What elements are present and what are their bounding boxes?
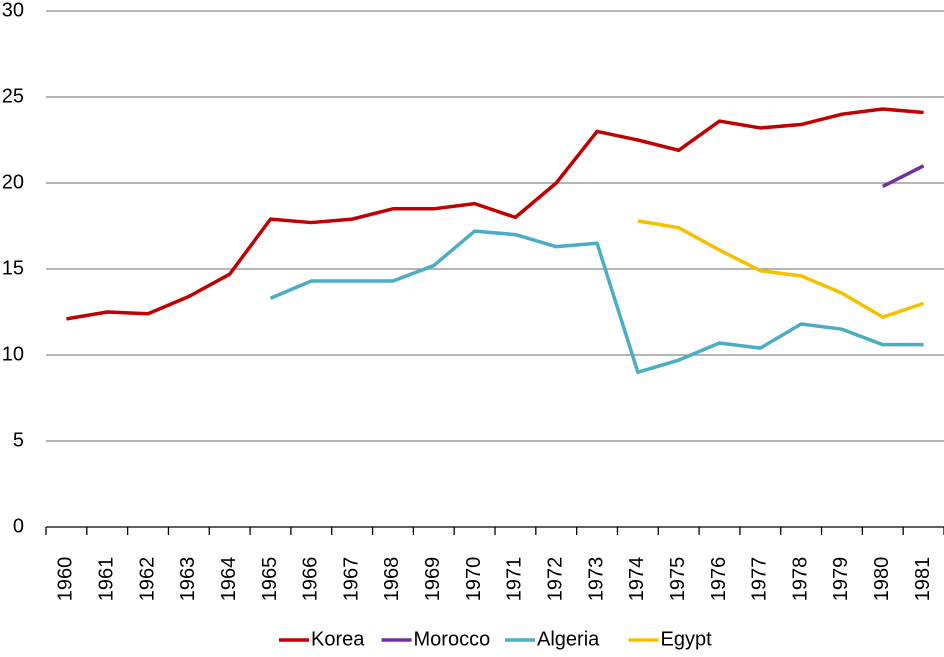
x-tick-label: 1965 (259, 557, 281, 602)
y-tick-label: 25 (2, 85, 24, 107)
x-tick-label: 1960 (55, 557, 77, 602)
x-tick-label: 1972 (545, 557, 567, 602)
x-tick-label: 1980 (871, 557, 893, 602)
series-line (881, 164, 925, 189)
legend-label: Algeria (537, 628, 600, 650)
y-tick-label: 15 (2, 257, 24, 279)
x-tick-label: 1961 (96, 557, 118, 602)
x-tick-label: 1974 (626, 557, 648, 602)
x-tick-label: 1968 (381, 557, 403, 602)
x-tick-label: 1963 (177, 557, 199, 602)
x-tick-label: 1981 (912, 557, 934, 602)
series-line (66, 107, 924, 321)
legend-label: Korea (311, 628, 365, 650)
y-tick-label: 10 (2, 343, 24, 365)
series-line (637, 219, 925, 319)
x-tick-label: 1979 (830, 557, 852, 602)
x-tick-label: 1976 (708, 557, 730, 602)
series-line (269, 229, 924, 374)
legend-label: Egypt (661, 628, 713, 650)
x-tick-label: 1970 (463, 557, 485, 602)
y-tick-label: 5 (13, 429, 24, 451)
x-tick-label: 1967 (340, 557, 362, 602)
x-tick-label: 1973 (585, 557, 607, 602)
x-tick-label: 1966 (300, 557, 322, 602)
x-tick-label: 1964 (218, 557, 240, 602)
x-tick-label: 1971 (504, 557, 526, 602)
y-tick-label: 0 (13, 515, 24, 537)
x-tick-label: 1962 (136, 557, 158, 602)
legend-label: Morocco (414, 628, 491, 650)
x-tick-label: 1978 (789, 557, 811, 602)
x-tick-label: 1975 (667, 557, 689, 602)
x-tick-label: 1969 (422, 557, 444, 602)
y-tick-label: 20 (2, 171, 24, 193)
y-tick-label: 30 (2, 0, 24, 21)
x-tick-label: 1977 (749, 557, 771, 602)
